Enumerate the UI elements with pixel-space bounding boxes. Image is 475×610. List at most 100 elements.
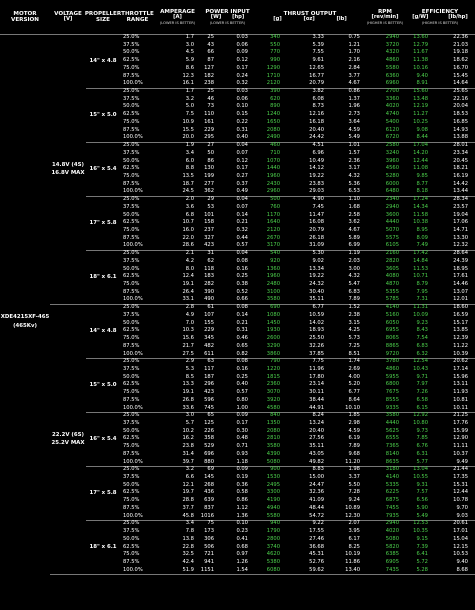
table-cell: 1080 bbox=[266, 311, 280, 318]
table-row: 25.0% 2.1 31 0.04 540 5.30 1.19 2160 17.42 28.64 bbox=[120, 250, 475, 258]
table-cell: 4580 bbox=[266, 404, 280, 411]
table-cell: 28.34 bbox=[453, 196, 468, 203]
table-cell: 11.38 bbox=[413, 57, 428, 64]
table-cell: 6.83 bbox=[416, 342, 428, 349]
table-cell: 0.09 bbox=[236, 412, 248, 419]
table-cell: 390 bbox=[270, 88, 280, 95]
table-row: 87.5% 21.7 482 0.65 3290 32.26 7.25 8865 6.83 11.… bbox=[120, 343, 475, 351]
table-cell: 37.5% bbox=[123, 203, 140, 210]
table-cell: 75.0% bbox=[123, 64, 140, 71]
table-cell: 17.14 bbox=[453, 365, 468, 372]
table-row: 87.5% 31.4 696 0.93 4390 43.05 9.68 8140 6.31 10.… bbox=[120, 451, 475, 459]
table-cell: 23.83 bbox=[309, 180, 324, 187]
table-cell: 35.11 bbox=[309, 443, 324, 450]
table-cell: 9.70 bbox=[456, 504, 468, 511]
table-cell: 0.27 bbox=[236, 172, 248, 179]
table-cell: 16.18 bbox=[309, 118, 324, 125]
table-cell: 7365 bbox=[385, 443, 399, 450]
table-cell: 1.98 bbox=[348, 466, 360, 473]
table-cell: 4.67 bbox=[348, 80, 360, 87]
table-cell: 2.8 bbox=[185, 304, 194, 311]
table-cell: 6.19 bbox=[348, 435, 360, 442]
table-cell: 6360 bbox=[385, 72, 399, 79]
table-cell: 7.39 bbox=[416, 543, 428, 550]
table-cell: 22.8 bbox=[182, 543, 194, 550]
table-cell: 0.17 bbox=[236, 64, 248, 71]
table-cell: 2810 bbox=[266, 435, 280, 442]
table-cell: 9.03 bbox=[456, 512, 468, 519]
table-cell: 0.44 bbox=[236, 234, 248, 241]
header-thrust-g: [g] bbox=[273, 16, 282, 23]
table-cell: 25 bbox=[207, 88, 214, 95]
table-cell: 0.21 bbox=[236, 219, 248, 226]
table-cell: 460 bbox=[270, 142, 280, 149]
table-cell: 0.66 bbox=[236, 296, 248, 303]
table-cell: 17.61 bbox=[453, 273, 468, 280]
table-cell: 8.6 bbox=[185, 64, 194, 71]
table-cell: 9335 bbox=[385, 404, 399, 411]
table-cell: 3780 bbox=[385, 358, 399, 365]
table-cell: 3.4 bbox=[185, 149, 194, 156]
table-cell: 3.17 bbox=[348, 165, 360, 172]
table-cell: 14.20 bbox=[413, 149, 428, 156]
table-cell: 110 bbox=[204, 111, 214, 118]
table-cell: 12.01 bbox=[453, 296, 468, 303]
table-cell: 0.15 bbox=[236, 111, 248, 118]
table-cell: 15.45 bbox=[453, 72, 468, 79]
table-cell: 6.96 bbox=[312, 149, 324, 156]
table-cell: 100.0% bbox=[123, 350, 143, 357]
table-cell: 5280 bbox=[385, 172, 399, 179]
table-cell: 69 bbox=[207, 466, 214, 473]
table-cell: 6955 bbox=[385, 327, 399, 334]
table-row: 37.5% 3.6 53 0.07 760 7.45 1.68 2940 14.34 23.57 bbox=[120, 204, 475, 212]
table-cell: 18.93 bbox=[309, 327, 324, 334]
table-cell: 2.36 bbox=[348, 157, 360, 164]
table-row: 50.0% 6.8 101 0.14 1170 11.47 2.58 3600 11.58 19.… bbox=[120, 212, 475, 220]
table-cell: 9.61 bbox=[312, 57, 324, 64]
table-row: 62.5% 13.3 296 0.40 2360 23.14 5.20 6800 7.97 13.… bbox=[120, 381, 475, 389]
table-cell: 0.68 bbox=[236, 543, 248, 550]
table-cell: 327 bbox=[204, 234, 214, 241]
table-row: 62.5% 19.7 436 0.58 3300 32.36 7.28 6225 7.57 12.… bbox=[120, 489, 475, 497]
table-cell: 101 bbox=[204, 211, 214, 218]
table-row: 100.0% 33.6 745 1.00 4580 44.91 10.10 9335 6.15 1… bbox=[120, 405, 475, 414]
table-cell: 100.0% bbox=[123, 80, 143, 87]
table-cell: 2580 bbox=[385, 142, 399, 149]
table-cell: 7.8 bbox=[185, 528, 194, 535]
table-cell: 2.16 bbox=[348, 57, 360, 64]
table-cell: 145 bbox=[204, 474, 214, 481]
table-cell: 268 bbox=[204, 481, 214, 488]
table-cell: 19.04 bbox=[453, 211, 468, 218]
table-cell: 7.45 bbox=[312, 203, 324, 210]
table-cell: 49.82 bbox=[309, 458, 324, 465]
table-cell: 12.92 bbox=[413, 412, 428, 419]
table-cell: 10.25 bbox=[413, 118, 428, 125]
table-row: 100.0% 20.0 295 0.40 2490 24.42 5.49 6720 8.44 13… bbox=[120, 134, 475, 144]
header-throttle-range: THROTTLE RANGE bbox=[120, 0, 155, 34]
table-cell: 6.08 bbox=[312, 95, 324, 102]
table-cell: 30.11 bbox=[309, 389, 324, 396]
header-voltage-unit: [V] bbox=[63, 16, 73, 23]
header-propeller-size: PROPELLER SIZE bbox=[85, 0, 121, 34]
table-cell: 0.25 bbox=[236, 273, 248, 280]
table-cell: 8065 bbox=[385, 335, 399, 342]
table-cell: 3290 bbox=[266, 342, 280, 349]
table-cell: 13.48 bbox=[413, 95, 428, 102]
table-cell: 3.62 bbox=[348, 219, 360, 226]
table-cell: 7.85 bbox=[416, 435, 428, 442]
table-cell: 28.64 bbox=[453, 250, 468, 257]
table-cell: 12.44 bbox=[413, 157, 428, 164]
table-cell: 4020 bbox=[385, 103, 399, 110]
table-cell: 2.0 bbox=[185, 196, 194, 203]
table-cell: 8865 bbox=[385, 342, 399, 349]
table-cell: 18.95 bbox=[453, 265, 468, 272]
table-cell: 8.68 bbox=[456, 566, 468, 573]
propeller-size-cell: 15" x 5.0 bbox=[86, 88, 120, 144]
table-cell: 4.59 bbox=[348, 427, 360, 434]
table-cell: 11.58 bbox=[413, 211, 428, 218]
table-cell: 1.00 bbox=[236, 404, 248, 411]
table-cell: 0.17 bbox=[236, 165, 248, 172]
table-cell: 14.42 bbox=[453, 180, 468, 187]
table-cell: 4.32 bbox=[348, 273, 360, 280]
table-cell: 36.68 bbox=[309, 543, 324, 550]
